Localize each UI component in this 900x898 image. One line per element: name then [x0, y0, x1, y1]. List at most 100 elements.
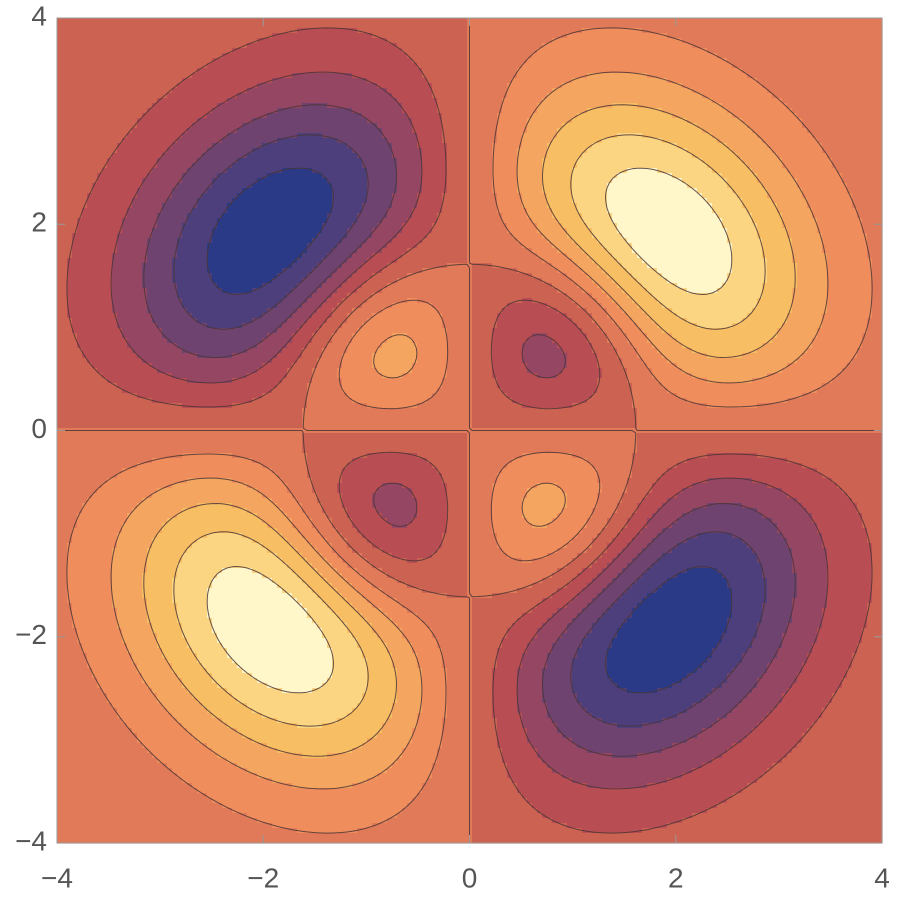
contour-region: [57, 573, 68, 579]
contour-region: [552, 338, 588, 344]
contour-region: [552, 613, 578, 619]
contour-region: [297, 308, 318, 314]
contour-region: [577, 693, 708, 699]
contour-region: [247, 43, 398, 49]
contour-region: [307, 393, 348, 399]
contour-region: [762, 343, 813, 349]
contour-region: [212, 233, 318, 239]
contour-region: [552, 138, 603, 144]
y-tick-label: −4: [15, 825, 47, 856]
contour-region: [312, 373, 338, 379]
contour-region: [382, 728, 413, 734]
contour-region: [367, 178, 398, 184]
contour-region: [572, 173, 618, 179]
contour-region: [237, 93, 393, 99]
contour-region: [597, 533, 618, 539]
contour-region: [57, 443, 303, 449]
contour-region: [827, 578, 873, 584]
contour-region: [762, 603, 793, 609]
contour-region: [372, 253, 403, 259]
contour-region: [532, 113, 578, 119]
contour-region: [622, 548, 643, 554]
contour-region: [472, 673, 493, 679]
contour-region: [577, 283, 598, 289]
contour-region: [782, 698, 833, 704]
contour-region: [242, 733, 378, 739]
contour-region: [362, 648, 388, 654]
contour-region: [607, 198, 708, 204]
contour-region: [72, 618, 118, 624]
contour-region: [707, 658, 743, 664]
contour-region: [557, 373, 603, 379]
contour-region: [472, 778, 513, 784]
contour-region: [527, 493, 568, 499]
contour-region: [212, 183, 253, 189]
contour-region: [242, 533, 283, 539]
contour-region: [537, 603, 568, 609]
contour-region: [547, 303, 578, 309]
contour-region: [422, 688, 448, 694]
contour-region: [327, 318, 348, 324]
contour-region: [72, 528, 123, 534]
contour-region: [602, 718, 663, 724]
contour-region: [292, 73, 353, 79]
contour-region: [177, 283, 218, 289]
contour-region: [792, 748, 883, 754]
contour-region: [547, 553, 578, 559]
contour-region: [232, 163, 363, 169]
contour-region: [147, 258, 173, 264]
contour-region: [432, 628, 473, 634]
contour-region: [522, 358, 568, 364]
contour-region: [392, 143, 418, 149]
contour-region: [467, 563, 568, 569]
contour-region: [647, 338, 678, 344]
contour-region: [367, 688, 398, 694]
contour-region: [822, 248, 868, 254]
contour-region: [287, 373, 313, 379]
contour-region: [362, 533, 443, 539]
contour-region: [757, 233, 788, 239]
contour-region: [442, 718, 473, 724]
contour-region: [317, 593, 343, 599]
contour-region: [437, 213, 468, 219]
contour-region: [647, 568, 688, 574]
contour-region: [207, 248, 308, 254]
contour-region: [472, 323, 498, 329]
contour-region: [177, 293, 288, 299]
contour-region: [507, 633, 538, 639]
contour-region: [397, 683, 423, 689]
contour-region: [417, 403, 473, 409]
contour-region: [872, 593, 883, 599]
contour-region: [867, 323, 883, 329]
contour-region: [587, 108, 663, 114]
contour-region: [407, 298, 418, 304]
contour-region: [57, 493, 93, 499]
contour-region: [492, 703, 518, 709]
contour-region: [607, 608, 633, 614]
contour-region: [57, 88, 173, 94]
contour-region: [442, 198, 468, 204]
contour-region: [117, 533, 158, 539]
contour-region: [497, 378, 598, 384]
contour-region: [717, 288, 763, 294]
contour-region: [147, 618, 178, 624]
contour-region: [297, 498, 318, 504]
contour-region: [442, 473, 468, 479]
contour-region: [137, 118, 198, 124]
contour-region: [812, 643, 858, 649]
contour-region: [112, 563, 148, 569]
contour-region: [817, 388, 883, 394]
contour-region: [237, 763, 393, 769]
contour-region: [367, 738, 413, 744]
contour-region: [67, 548, 113, 554]
contour-region: [617, 503, 638, 509]
contour-region: [827, 588, 873, 594]
contour-region: [327, 513, 348, 519]
contour-region: [517, 173, 543, 179]
contour-region: [797, 573, 828, 579]
contour-region: [857, 353, 883, 359]
contour-region: [127, 133, 183, 139]
contour-region: [172, 593, 208, 599]
contour-region: [57, 693, 108, 699]
contour-region: [292, 518, 313, 524]
